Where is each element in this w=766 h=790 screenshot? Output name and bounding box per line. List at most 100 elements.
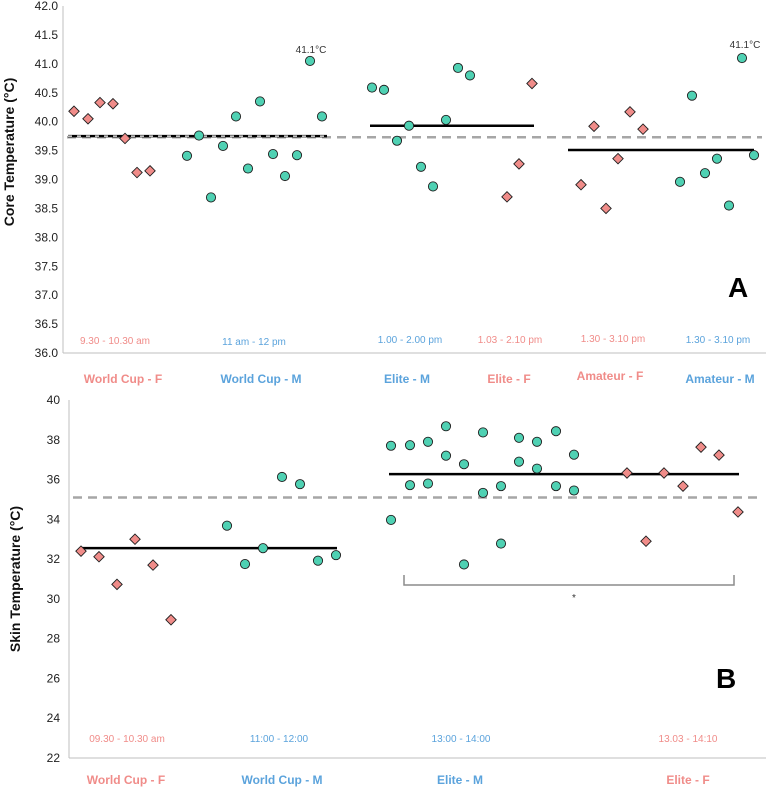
panel-a-y-tick: 38.5 — [35, 201, 59, 215]
female-data-point — [600, 202, 612, 215]
male-data-point — [477, 487, 489, 498]
male-data-point — [385, 514, 397, 525]
significance-marker: * — [572, 593, 576, 604]
male-data-point — [699, 168, 711, 179]
male-data-point — [267, 149, 279, 160]
male-data-point — [276, 471, 288, 483]
male-data-point — [230, 111, 242, 122]
panel-a-group-elite-f: Elite - F — [487, 372, 530, 386]
male-data-point — [205, 192, 217, 203]
panel-b-y-tick: 36 — [47, 473, 61, 487]
male-data-point — [711, 153, 723, 164]
female-data-point — [68, 105, 80, 118]
panel-a-group-amateur-m: Amateur - M — [685, 372, 754, 386]
female-data-point — [111, 578, 123, 591]
male-data-point — [458, 559, 470, 570]
panel-b-time-elite-m: 13:00 - 14:00 — [432, 734, 491, 745]
male-data-point — [294, 479, 306, 490]
male-data-point — [495, 481, 507, 492]
male-data-point — [312, 555, 324, 566]
panel-a-time-amateur-f: 1.30 - 3.10 pm — [581, 334, 645, 345]
panel-a: 36.0 36.5 37.0 37.5 38.0 38.5 39.0 39.5 40.0 40.5… — [1, 0, 766, 386]
panel-b-time-world-cup-m: 11:00 - 12:00 — [250, 734, 309, 745]
male-data-point — [415, 161, 427, 172]
female-data-point — [695, 441, 707, 453]
male-data-point — [257, 543, 269, 554]
male-data-point — [440, 421, 452, 432]
male-data-point — [239, 559, 251, 570]
female-data-point — [624, 105, 636, 118]
male-data-point — [404, 480, 416, 491]
male-data-point — [674, 176, 686, 187]
female-data-point — [107, 97, 119, 110]
male-data-point — [378, 84, 390, 95]
female-data-point — [575, 178, 587, 191]
panel-b-y-tick: 22 — [47, 751, 61, 765]
panel-a-y-tick: 37.0 — [35, 288, 59, 302]
female-data-point — [165, 613, 177, 626]
male-data-point — [385, 440, 397, 451]
panel-a-y-tick: 42.0 — [35, 0, 59, 13]
panel-a-y-tick: 41.0 — [35, 57, 59, 71]
panel-a-y-tick: 39.5 — [35, 144, 59, 158]
male-data-point — [291, 150, 303, 161]
male-data-point — [513, 456, 525, 467]
significance-bracket — [403, 575, 735, 586]
panel-a-group-elite-m: Elite - M — [384, 372, 430, 386]
male-data-point — [550, 426, 562, 437]
panel-a-time-elite-f: 1.03 - 2.10 pm — [478, 335, 542, 346]
male-data-point — [686, 90, 698, 101]
panel-a-time-world-cup-f: 9.30 - 10.30 am — [80, 336, 150, 347]
female-data-point — [147, 559, 159, 571]
panel-b-y-tick: 34 — [47, 512, 61, 526]
panel-a-y-tick: 38.0 — [35, 230, 59, 244]
male-data-point — [242, 163, 254, 174]
male-data-point — [568, 485, 580, 496]
panel-a-y-tick: 37.5 — [35, 259, 59, 273]
male-data-point — [464, 70, 476, 81]
female-data-point — [144, 164, 156, 177]
panel-a-group-amateur-f: Amateur - F — [577, 369, 644, 383]
panel-a-y-tick: 40.0 — [35, 115, 59, 129]
male-data-point — [458, 459, 470, 470]
female-data-point — [94, 96, 106, 109]
panel-b-y-tick: 28 — [47, 632, 61, 646]
female-data-point — [501, 191, 513, 203]
panel-b-time-world-cup-f: 09.30 - 10.30 am — [89, 734, 165, 745]
panel-b-y-axis-label: Skin Temperature (°C) — [7, 506, 23, 652]
panel-b-y-tick: 30 — [47, 592, 61, 606]
panel-b-group-world-cup-f: World Cup - F — [87, 773, 165, 787]
male-data-point — [440, 114, 452, 125]
female-data-point — [129, 533, 141, 546]
male-data-point — [403, 120, 415, 131]
female-data-point — [640, 535, 652, 548]
male-data-point — [748, 150, 760, 161]
male-data-point — [723, 200, 735, 211]
panel-a-y-tick: 39.0 — [35, 173, 59, 187]
male-data-point — [217, 140, 229, 152]
female-data-point — [119, 132, 131, 145]
male-data-point — [181, 150, 193, 161]
female-data-point — [732, 506, 744, 518]
male-data-point — [531, 436, 543, 447]
panel-a-y-tick: 36.0 — [35, 346, 59, 360]
female-data-point — [637, 123, 649, 136]
female-data-point — [526, 77, 538, 90]
panel-b: 22 24 26 28 30 32 34 36 38 40 Skin Temperature (°… — [7, 393, 766, 787]
panel-a-max-annotation-1: 41.1°C — [296, 45, 327, 56]
male-data-point — [279, 170, 291, 182]
panel-a-y-axis-label: Core Temperature (°C) — [1, 78, 17, 226]
male-data-point — [452, 62, 464, 73]
male-data-point — [736, 53, 748, 64]
male-data-point — [422, 478, 434, 489]
panel-a-group-world-cup-m: World Cup - M — [220, 372, 301, 386]
female-data-point — [621, 467, 633, 479]
panel-b-y-tick: 26 — [47, 671, 61, 685]
panel-a-group-world-cup-f: World Cup - F — [84, 372, 162, 386]
male-data-point — [404, 440, 416, 451]
female-data-point — [612, 152, 624, 165]
panel-b-y-tick: 24 — [47, 711, 61, 725]
male-data-point — [193, 130, 205, 141]
male-data-point — [391, 135, 403, 146]
